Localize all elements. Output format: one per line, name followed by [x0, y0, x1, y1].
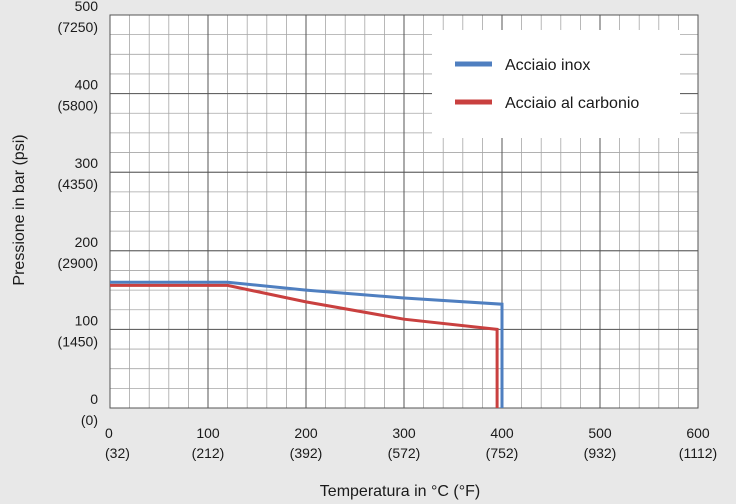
- x-tick-sublabel: (392): [290, 445, 323, 461]
- x-tick-label: 500: [588, 425, 612, 441]
- x-tick-sublabel: (1112): [679, 445, 717, 461]
- y-tick-label: 300: [75, 155, 99, 171]
- y-tick-label: 0: [90, 391, 98, 407]
- y-axis-label: Pressione in bar (psi): [11, 134, 28, 285]
- x-tick-label: 0: [105, 425, 113, 441]
- x-tick-sublabel: (932): [584, 445, 617, 461]
- y-tick-label: 400: [75, 77, 99, 93]
- x-tick-label: 100: [196, 425, 220, 441]
- y-tick-sublabel: (1450): [58, 333, 98, 349]
- y-axis-ticks: 0 (0) 100 (1450) 200 (2900) 300 (4350) 400 (5800)…: [58, 0, 99, 428]
- legend: Acciaio inox Acciaio al carbonio: [432, 30, 680, 138]
- x-tick-label: 200: [294, 425, 318, 441]
- x-tick-label: 300: [392, 425, 416, 441]
- series-line-acciaio-carbonio: [110, 283, 499, 408]
- x-tick-sublabel: (752): [486, 445, 519, 461]
- x-tick-label: 600: [686, 425, 710, 441]
- y-tick-sublabel: (2900): [58, 255, 98, 271]
- x-axis-label: Temperatura in °C (°F): [320, 483, 480, 500]
- y-tick-sublabel: (7250): [58, 19, 98, 35]
- x-tick-sublabel: (572): [388, 445, 421, 461]
- y-tick-label: 200: [75, 234, 99, 250]
- x-axis-ticks: 0 (32) 100 (212) 200 (392) 300 (572) 400 (752) 500…: [105, 425, 717, 461]
- series-layer: [110, 280, 504, 408]
- y-tick-sublabel: (5800): [58, 98, 98, 114]
- plot-frame: [109, 14, 699, 409]
- series-line-acciaio-inox: [110, 280, 504, 408]
- x-tick-sublabel: (212): [192, 445, 225, 461]
- y-tick-sublabel: (4350): [58, 176, 98, 192]
- x-tick-sublabel: (32): [105, 445, 130, 461]
- legend-box: [432, 30, 680, 138]
- y-tick-label: 500: [75, 0, 99, 14]
- y-tick-label: 100: [75, 312, 99, 328]
- legend-label: Acciaio al carbonio: [505, 95, 639, 112]
- y-tick-sublabel: (0): [81, 412, 98, 428]
- legend-label: Acciaio inox: [505, 57, 590, 74]
- x-tick-label: 400: [490, 425, 514, 441]
